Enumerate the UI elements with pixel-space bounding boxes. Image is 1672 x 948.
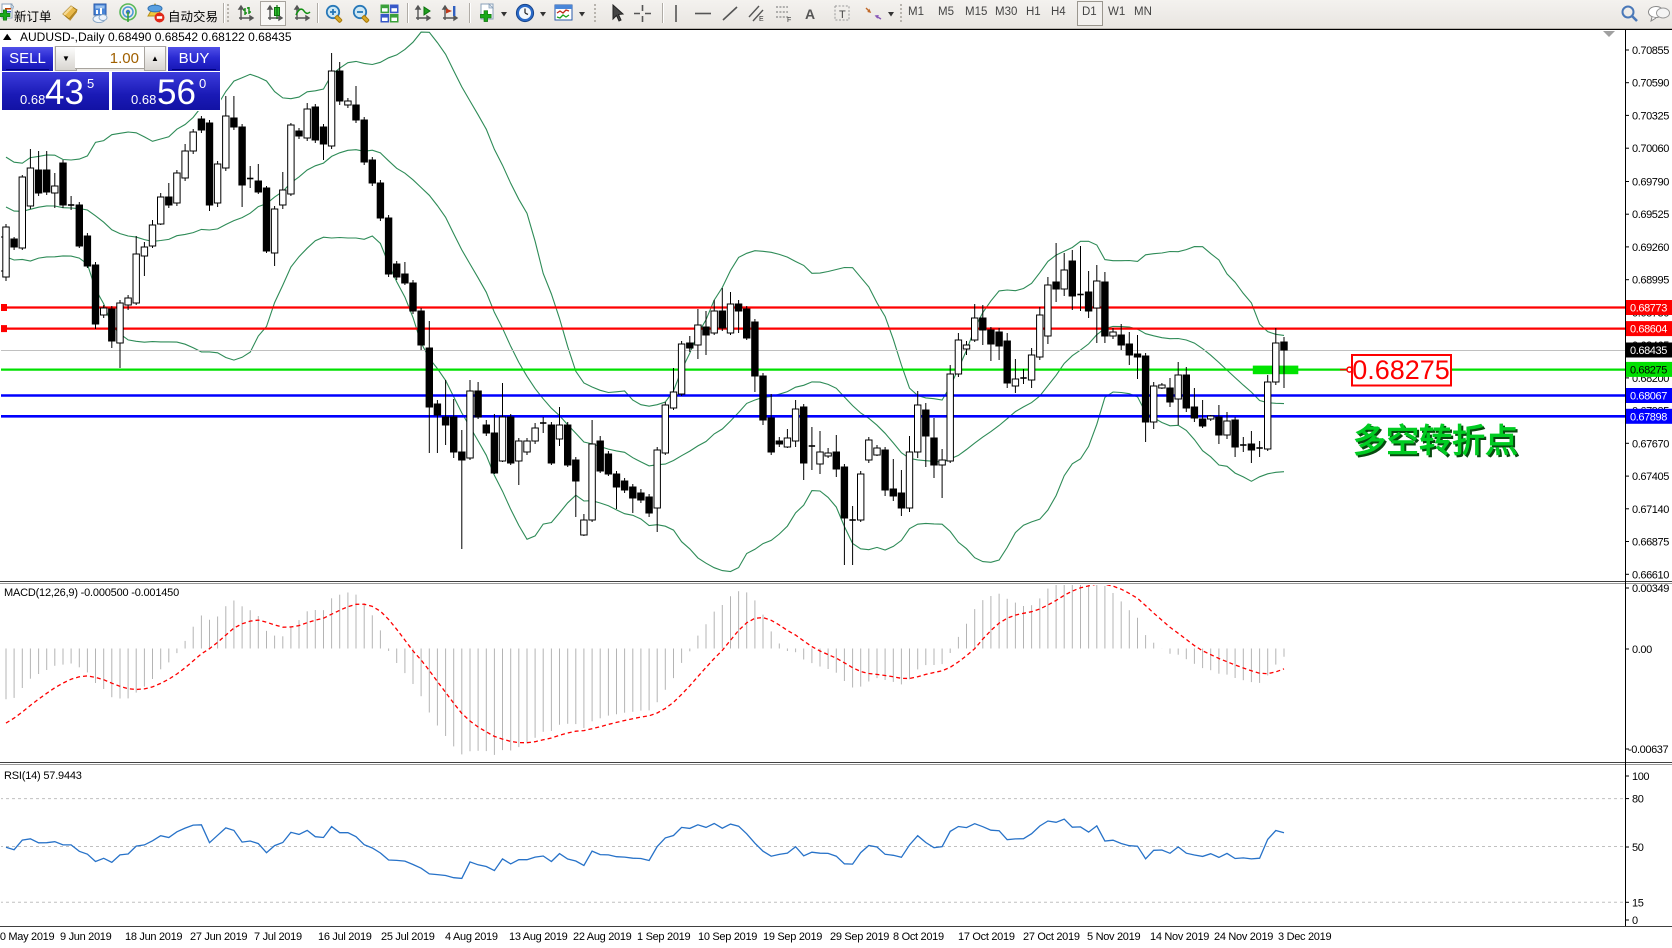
svg-text:18 Jun 2019: 18 Jun 2019 (125, 931, 182, 943)
svg-text:8 Oct 2019: 8 Oct 2019 (893, 931, 944, 943)
svg-text:25 Jul 2019: 25 Jul 2019 (381, 931, 435, 943)
svg-text:15: 15 (1632, 897, 1644, 909)
svg-text:0.68773: 0.68773 (1630, 303, 1667, 315)
svg-text:F: F (787, 17, 791, 23)
svg-text:3 Dec 2019: 3 Dec 2019 (1278, 931, 1331, 943)
svg-text:0.69790: 0.69790 (1632, 177, 1669, 189)
svg-text:14 Nov 2019: 14 Nov 2019 (1150, 931, 1209, 943)
svg-text:13 Aug 2019: 13 Aug 2019 (509, 931, 568, 943)
svg-text:0.68604: 0.68604 (1630, 324, 1667, 336)
svg-text:17 Oct 2019: 17 Oct 2019 (958, 931, 1015, 943)
svg-text:0.66875: 0.66875 (1632, 537, 1669, 549)
svg-text:0.70590: 0.70590 (1632, 78, 1669, 90)
svg-text:MACD(12,26,9) -0.000500 -0.001: MACD(12,26,9) -0.000500 -0.001450 (4, 587, 179, 599)
svg-text:1 Sep 2019: 1 Sep 2019 (637, 931, 690, 943)
svg-text:0.70325: 0.70325 (1632, 110, 1669, 122)
svg-text:5 Nov 2019: 5 Nov 2019 (1087, 931, 1140, 943)
svg-text:RSI(14) 57.9443: RSI(14) 57.9443 (4, 770, 82, 782)
svg-text:0.69525: 0.69525 (1632, 209, 1669, 221)
svg-text:0.68275: 0.68275 (1630, 364, 1667, 376)
svg-text:0.69260: 0.69260 (1632, 242, 1669, 254)
svg-text:E: E (759, 16, 764, 23)
svg-text:0: 0 (1632, 915, 1638, 927)
svg-text:0.67898: 0.67898 (1630, 411, 1667, 423)
svg-text:29 Sep 2019: 29 Sep 2019 (830, 931, 889, 943)
svg-text:24 Nov 2019: 24 Nov 2019 (1214, 931, 1273, 943)
svg-text:27 Jun 2019: 27 Jun 2019 (190, 931, 247, 943)
svg-text:0.00349: 0.00349 (1632, 583, 1669, 595)
svg-text:-0.00637: -0.00637 (1628, 744, 1669, 756)
svg-text:80: 80 (1632, 794, 1644, 806)
svg-text:0.68067: 0.68067 (1630, 391, 1667, 403)
svg-text:0.70855: 0.70855 (1632, 45, 1669, 57)
svg-text:0.68995: 0.68995 (1632, 275, 1669, 287)
svg-text:22 Aug 2019: 22 Aug 2019 (573, 931, 632, 943)
svg-text:0.66610: 0.66610 (1632, 569, 1669, 581)
svg-text:100: 100 (1632, 771, 1649, 783)
svg-text:27 Oct 2019: 27 Oct 2019 (1023, 931, 1080, 943)
svg-text:0.67405: 0.67405 (1632, 471, 1669, 483)
svg-text:16 Jul 2019: 16 Jul 2019 (318, 931, 372, 943)
svg-text:4 Aug 2019: 4 Aug 2019 (445, 931, 498, 943)
svg-text:7 Jul 2019: 7 Jul 2019 (254, 931, 302, 943)
svg-text:50: 50 (1632, 842, 1644, 854)
svg-text:19 Sep 2019: 19 Sep 2019 (763, 931, 822, 943)
svg-text:10 Sep 2019: 10 Sep 2019 (698, 931, 757, 943)
svg-text:多空转折点: 多空转折点 (1353, 422, 1518, 459)
svg-text:0.68275: 0.68275 (1352, 355, 1450, 385)
svg-text:0.70060: 0.70060 (1632, 143, 1669, 155)
svg-text:9 Jun 2019: 9 Jun 2019 (60, 931, 112, 943)
svg-text:0.00: 0.00 (1632, 644, 1652, 656)
svg-text:0.67140: 0.67140 (1632, 504, 1669, 516)
svg-text:T: T (839, 9, 846, 21)
svg-text:0.68435: 0.68435 (1630, 345, 1667, 357)
svg-text:30 May 2019: 30 May 2019 (0, 931, 54, 943)
svg-text:0.67670: 0.67670 (1632, 438, 1669, 450)
svg-text:AUDUSD-,Daily 0.68490 0.68542: AUDUSD-,Daily 0.68490 0.68542 0.68122 0.… (20, 30, 292, 44)
